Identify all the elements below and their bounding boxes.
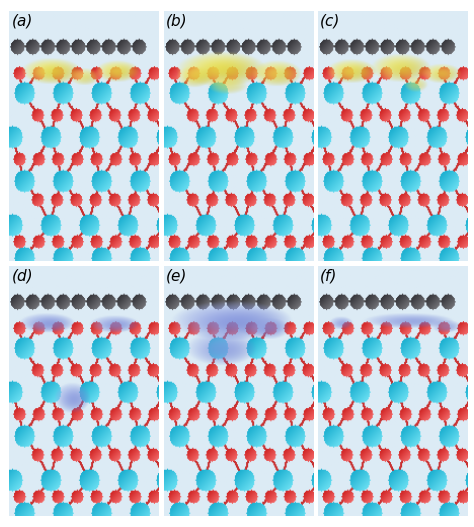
Text: (b): (b) xyxy=(166,13,188,28)
Text: (d): (d) xyxy=(12,269,34,284)
Text: (a): (a) xyxy=(12,13,33,28)
Text: (c): (c) xyxy=(320,13,340,28)
Text: (e): (e) xyxy=(166,269,187,284)
Text: (f): (f) xyxy=(320,269,337,284)
